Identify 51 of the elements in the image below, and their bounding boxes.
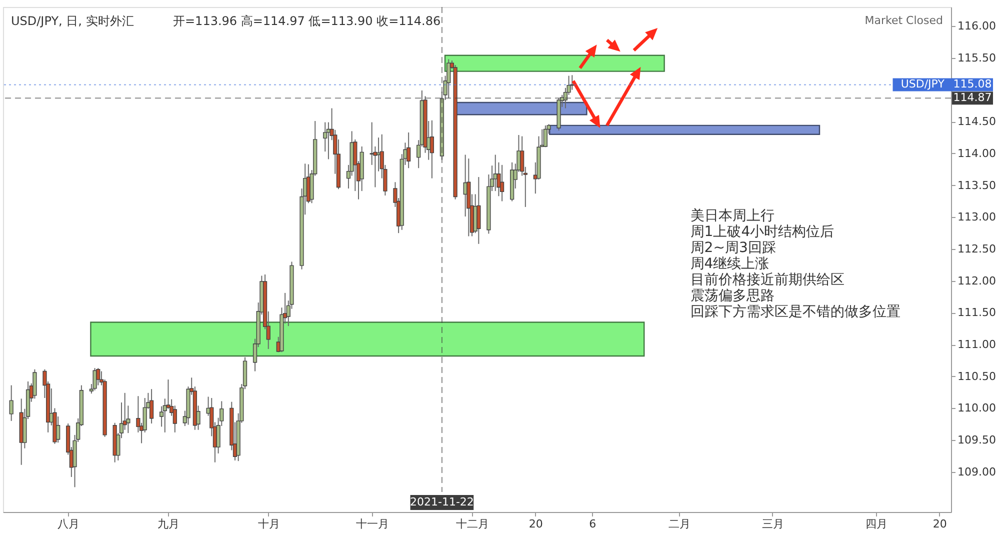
y-tick-label: 110.00 [958,402,996,415]
candlestick [92,368,97,391]
x-tick-label: 十一月 [356,518,389,530]
y-tick-label: 109.00 [958,465,996,478]
annotation: 回踩下方需求区是不错的做多位置 [690,304,900,320]
annotation: 周1上破4小时结构位后 [690,224,834,240]
annotation: 周2~周3回踩 [690,240,776,256]
candlestick [500,164,504,202]
x-tick-label: 二月 [668,518,690,530]
text: USD/JPY, 日, 实时外汇 [11,14,134,28]
ref-line-label: 114.87 [953,91,992,104]
candlestick [56,416,60,444]
y-tick-label: 114.00 [958,146,996,160]
y-tick-label: 114.50 [958,115,996,128]
candlestick [370,122,374,166]
y-tick-label: 112.00 [958,274,996,288]
y-tick-label: 113.00 [958,210,996,224]
x-tick-label: 20 [932,518,947,530]
candlestick [9,384,14,422]
candlestick [32,368,37,400]
ref-line-label: 2021-11-22 [410,496,474,508]
y-tick-label: 109.50 [958,434,996,447]
candlestick [476,176,481,244]
y-tick-label: 115.50 [958,51,996,64]
y-tick-label: 113.50 [958,178,996,192]
y-tick-label: 116.00 [958,20,996,33]
candlestick [446,58,451,99]
x-tick-label: 九月 [158,518,180,530]
x-tick-label: 三月 [762,518,784,530]
x-tick-label: 四月 [865,518,888,530]
y-tick-label: 112.50 [958,242,996,256]
y-tick-label: 111.50 [958,306,996,320]
candlestick [149,388,154,424]
x-tick-label: 十二月 [456,518,489,530]
annotation: Market Closed [864,14,943,27]
x-tick-label: 八月 [58,518,80,530]
candlestick [543,124,548,148]
x-tick-label: 十月 [258,518,280,530]
candlestick [430,120,434,179]
annotation: 目前价格接近前期供给区 [690,272,844,288]
annotation: USD/JPY [900,78,945,91]
annotation: 周4继续上涨 [690,256,770,272]
y-tick-label: 110.50 [958,370,996,383]
x-tick-label: 20 [528,518,543,530]
ref-line-label: 115.08 [953,78,992,91]
x-tick-label: 6 [589,518,596,530]
y-tick-label: 111.00 [958,338,996,352]
candlestick [406,132,411,169]
annotation: 美日本周上行 [690,208,774,224]
annotation: 震荡偏多思路 [690,288,774,304]
annotation: 开=113.96 高=114.97 低=113.90 收=114.86 [173,14,441,28]
